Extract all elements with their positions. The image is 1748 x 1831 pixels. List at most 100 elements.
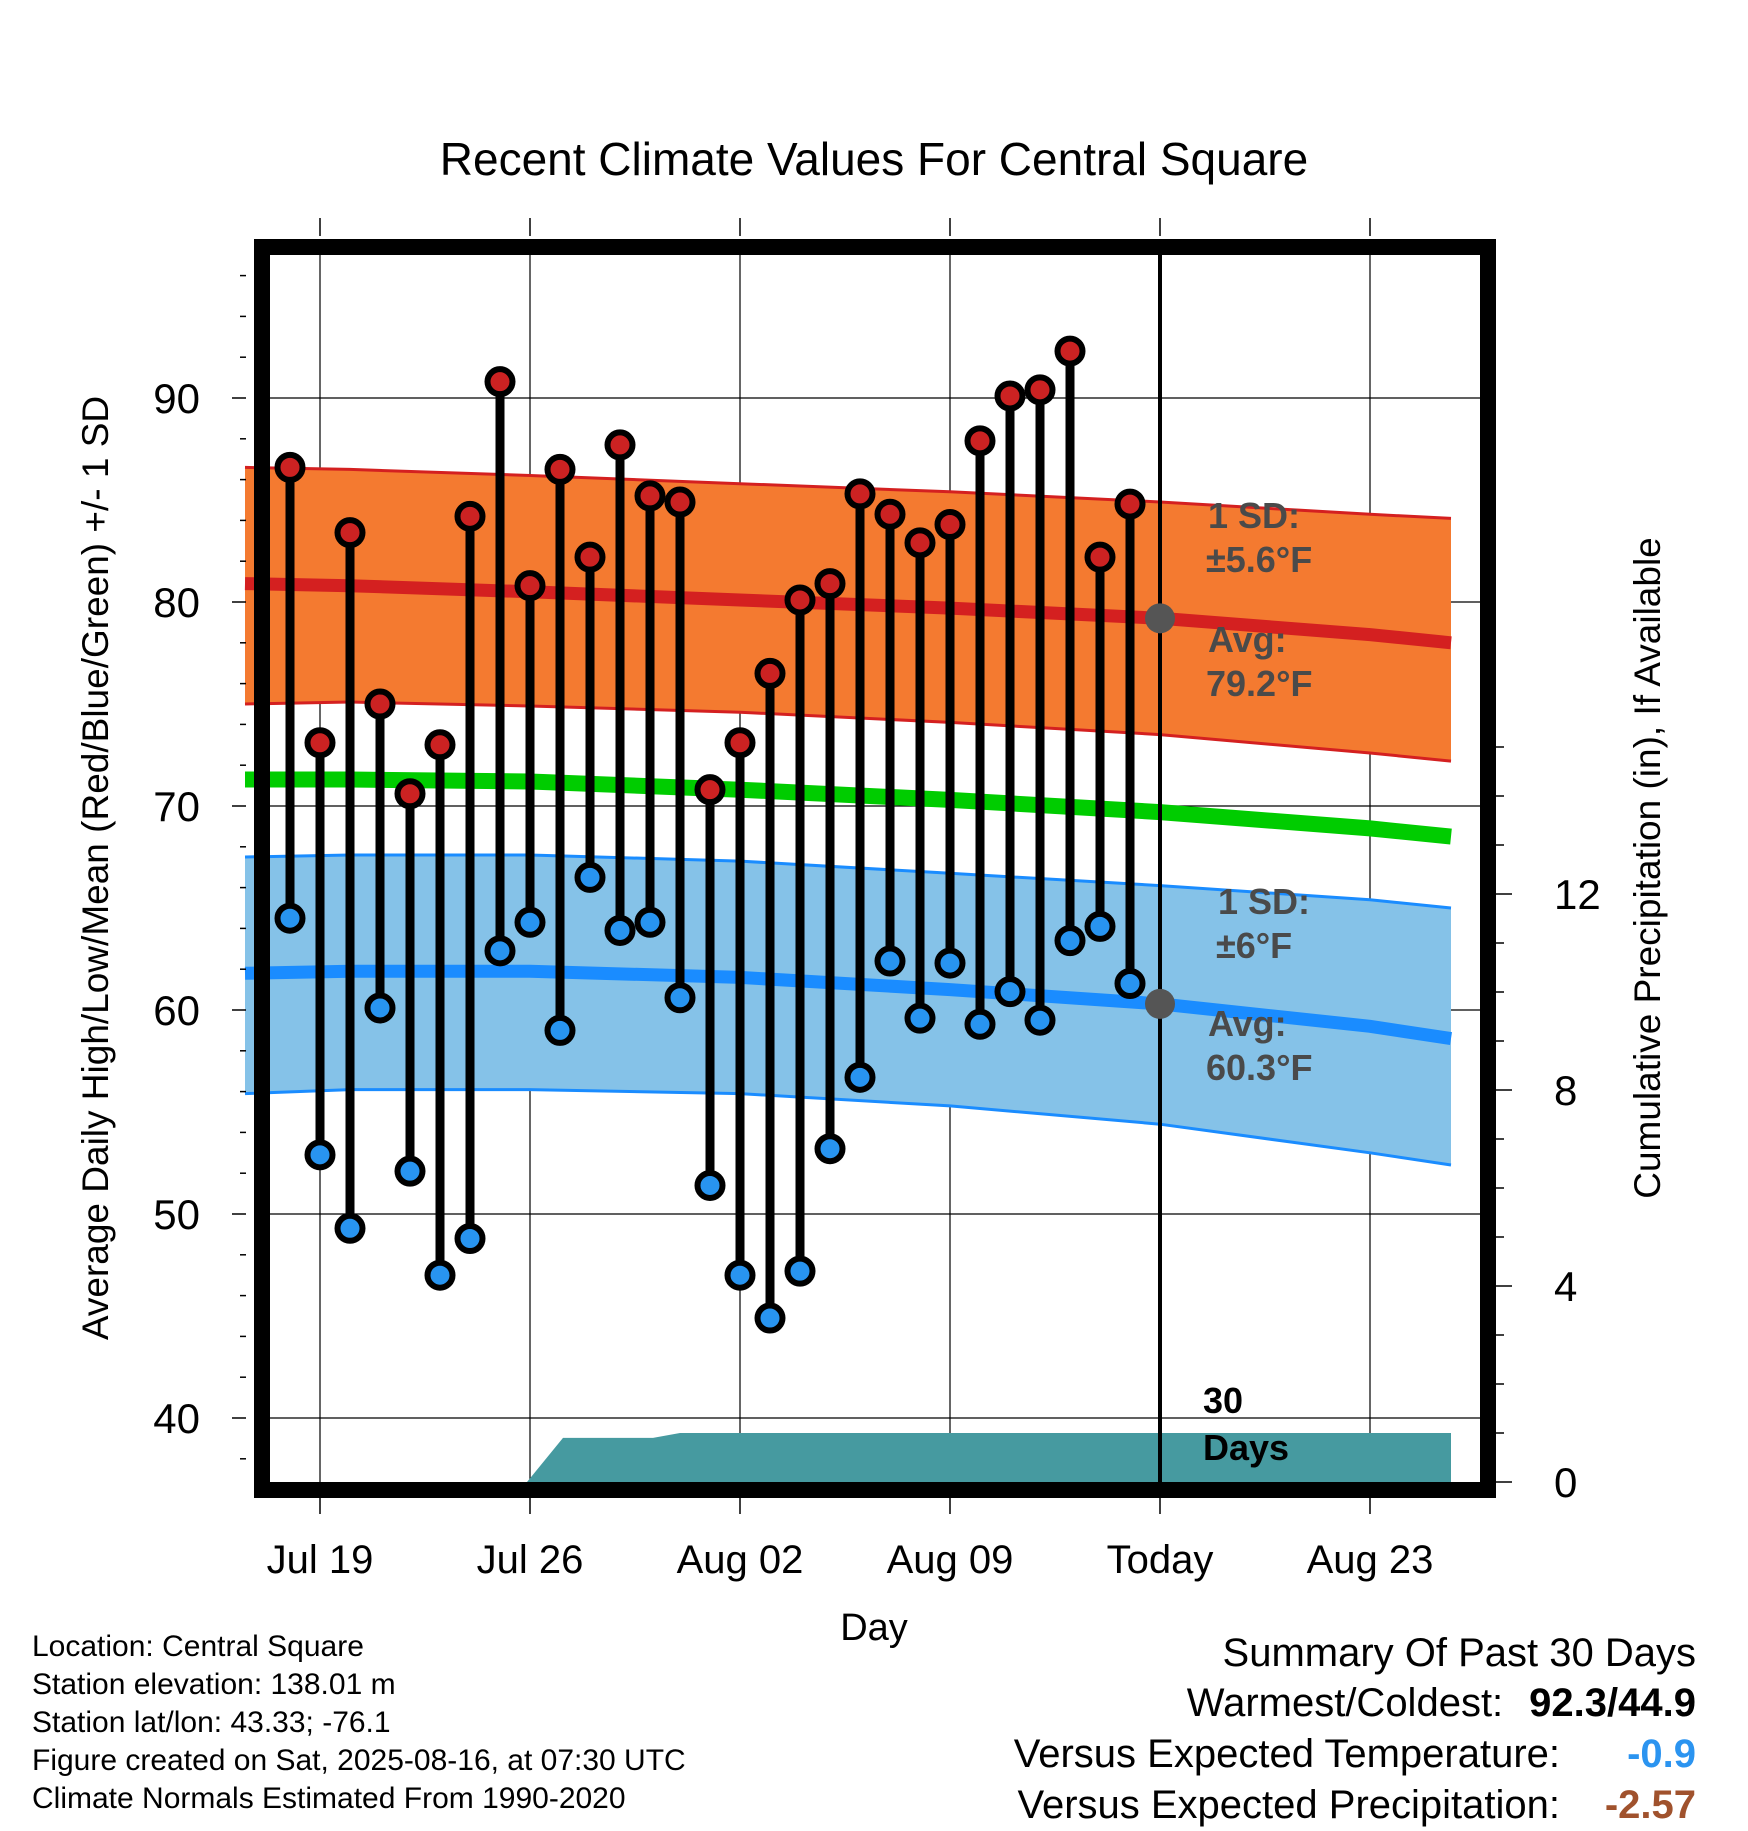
- left-y-tick-label: 80: [153, 579, 200, 626]
- summary-warm-cold: Warmest/Coldest: 92.3/44.9: [1014, 1678, 1696, 1729]
- daily-bar: [844, 478, 876, 1093]
- avg-high-line: [244, 577, 1452, 650]
- daily-high-point: [1084, 541, 1116, 573]
- daily-bar: [964, 425, 996, 1040]
- daily-bar: [274, 451, 306, 934]
- daily-bar: [1024, 374, 1056, 1036]
- high-sd-value: ±5.6°F: [1206, 539, 1312, 580]
- warm-cold-label: Warmest/Coldest:: [1186, 1681, 1504, 1725]
- today-line-group: [1145, 255, 1175, 1482]
- low-sd-value: ±6°F: [1216, 925, 1292, 966]
- daily-bar: [424, 729, 456, 1291]
- daily-low-point: [844, 1061, 876, 1093]
- daily-high-point: [514, 570, 546, 602]
- daily-bar: [634, 480, 666, 938]
- summary-temp: Versus Expected Temperature: -0.9: [1014, 1729, 1696, 1780]
- daily-bar: [334, 517, 366, 1244]
- daily-low-point: [574, 861, 606, 893]
- summary-title: Summary Of Past 30 Days: [1222, 1631, 1696, 1675]
- low-avg-value: 60.3°F: [1206, 1047, 1312, 1088]
- info-elevation: Station elevation: 138.01 m: [32, 1668, 396, 1701]
- daily-bar: [304, 727, 336, 1171]
- daily-low-point: [304, 1139, 336, 1171]
- daily-bar: [784, 584, 816, 1287]
- daily-bar: [874, 498, 906, 977]
- daily-low-point: [934, 947, 966, 979]
- daily-low-point: [694, 1169, 726, 1201]
- daily-high-point: [574, 541, 606, 573]
- warm-cold-value: 92.3/44.9: [1529, 1681, 1696, 1725]
- daily-low-point: [544, 1014, 576, 1046]
- daily-low-point: [1054, 925, 1086, 957]
- avg-mean-line: [245, 771, 1452, 845]
- daily-low-point: [364, 992, 396, 1024]
- daily-bar: [994, 380, 1026, 1008]
- daily-bar: [364, 688, 396, 1024]
- chart-title: Recent Climate Values For Central Square: [440, 133, 1308, 185]
- daily-bar: [694, 774, 726, 1201]
- left-y-tick-label: 50: [153, 1191, 200, 1238]
- daily-high-point: [844, 478, 876, 510]
- daily-high-point: [634, 480, 666, 512]
- high-avg-label: Avg:: [1208, 619, 1287, 660]
- daily-bar: [724, 727, 756, 1291]
- x-tick-label: Today: [1107, 1538, 1214, 1582]
- daily-high-point: [1024, 374, 1056, 406]
- daily-high-point: [904, 527, 936, 559]
- station-info: Location: Central Square Station elevati…: [32, 1628, 686, 1818]
- daily-bar: [1114, 488, 1146, 999]
- info-created: Figure created on Sat, 2025-08-16, at 07…: [32, 1744, 686, 1777]
- daily-low-point: [604, 914, 636, 946]
- low-sd-label: 1 SD:: [1218, 881, 1310, 922]
- info-normals: Climate Normals Estimated From 1990-2020: [32, 1782, 626, 1815]
- daily-bar: [604, 429, 636, 946]
- high-sd-band: [245, 467, 1451, 762]
- daily-low-point: [874, 945, 906, 977]
- daily-bar: [394, 778, 426, 1187]
- daily-high-point: [544, 453, 576, 485]
- daily-high-point: [1054, 335, 1086, 367]
- daily-high-point: [1114, 488, 1146, 520]
- temp-value: -0.9: [1627, 1732, 1696, 1776]
- daily-high-point: [874, 498, 906, 530]
- precipitation-area: [245, 1433, 1451, 1482]
- daily-low-point: [664, 982, 696, 1014]
- daily-bar: [514, 570, 546, 938]
- daily-low-point: [904, 1002, 936, 1034]
- daily-bar: [484, 366, 516, 967]
- daily-high-point: [334, 517, 366, 549]
- daily-low-point: [814, 1133, 846, 1165]
- daily-high-point: [934, 508, 966, 540]
- daily-low-point: [394, 1155, 426, 1187]
- daily-high-point: [454, 500, 486, 532]
- info-location: Location: Central Square: [32, 1630, 364, 1663]
- daily-low-point: [724, 1259, 756, 1291]
- daily-low-point: [964, 1008, 996, 1040]
- daily-high-point: [964, 425, 996, 457]
- daily-high-point: [664, 486, 696, 518]
- normal-bands: [244, 465, 1452, 1167]
- right-y-tick-label: 12: [1554, 871, 1601, 918]
- daily-low-point: [634, 906, 666, 938]
- high-avg-value: 79.2°F: [1206, 663, 1312, 704]
- right-y-tick-label: 8: [1554, 1067, 1577, 1114]
- daily-high-point: [304, 727, 336, 759]
- right-y-tick-label: 4: [1554, 1263, 1577, 1310]
- period-label-number: 30: [1203, 1380, 1243, 1421]
- daily-bar: [574, 541, 606, 893]
- daily-bar: [1084, 541, 1116, 942]
- daily-high-point: [364, 688, 396, 720]
- daily-low-point: [334, 1212, 366, 1244]
- daily-bar: [934, 508, 966, 979]
- daily-low-point: [994, 976, 1026, 1008]
- x-tick-label: Aug 23: [1307, 1538, 1434, 1582]
- x-tick-label: Aug 09: [887, 1538, 1014, 1582]
- today-avg-low-marker: [1145, 988, 1175, 1019]
- high-band-upper-edge: [244, 465, 1452, 520]
- daily-observations: [274, 335, 1146, 1334]
- right-y-tick-label: 0: [1554, 1459, 1577, 1506]
- daily-bar: [454, 500, 486, 1254]
- daily-low-point: [1114, 967, 1146, 999]
- daily-high-point: [724, 727, 756, 759]
